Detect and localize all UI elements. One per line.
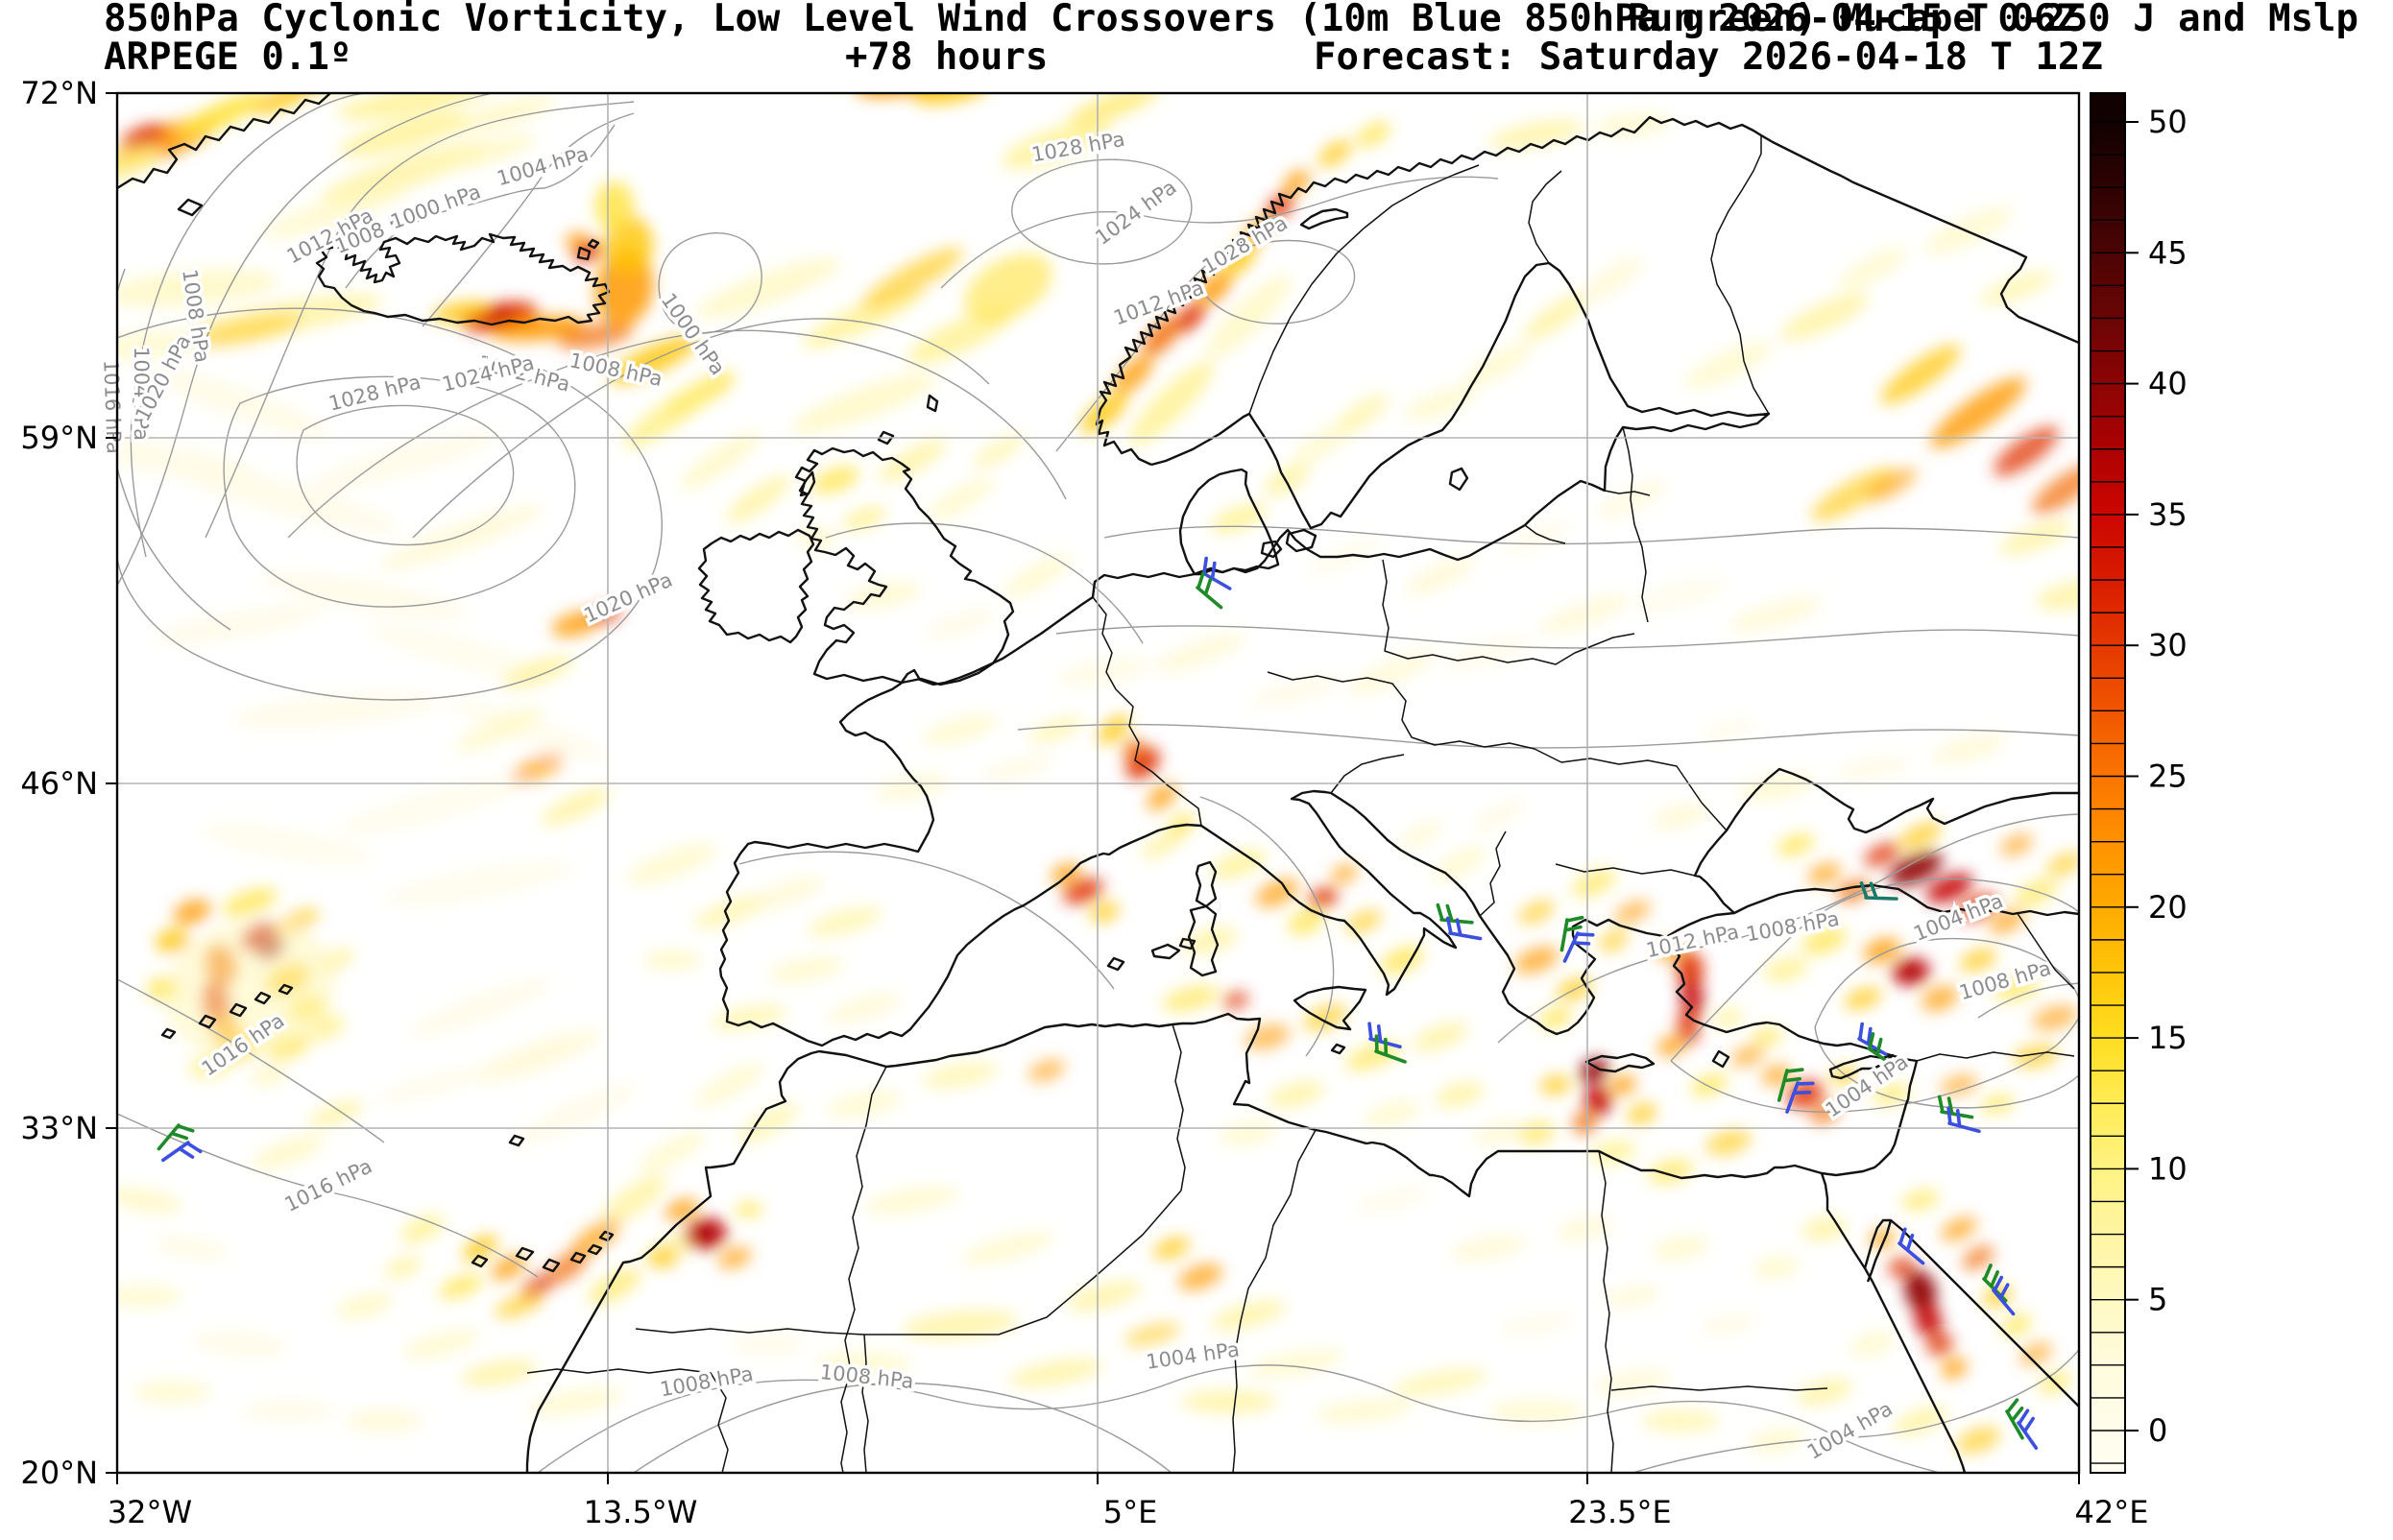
pressure-contour-label: 1004 hPa — [130, 347, 153, 441]
colorbar-tick-label: 50 — [2148, 104, 2188, 140]
pressure-contour-label: 1016 hPa — [99, 359, 125, 454]
colorbar-tick-label: 25 — [2148, 758, 2188, 795]
forecast-valid-label: Forecast: Saturday 2026-04-18 T 12Z — [1314, 36, 2103, 79]
lat-tick-label: 46°N — [20, 765, 98, 802]
lat-tick-label: 59°N — [20, 420, 98, 456]
colorbar-ticks: 0 5 10 15 20 25 30 35 40 45 50 — [2125, 104, 2188, 1449]
colorbar-tick-label: 30 — [2148, 627, 2188, 663]
colorbar-tick-label: 0 — [2148, 1412, 2167, 1449]
wind-barb-850hpa — [1374, 1034, 1407, 1064]
wind-barb-10m — [1857, 1022, 1888, 1056]
colorbar-tick-label: 40 — [2148, 366, 2188, 402]
pressure-contour-label: 1024 hPa — [1091, 176, 1180, 250]
colorbar-tick-label: 15 — [2148, 1020, 2188, 1056]
vorticity-field — [117, 93, 2079, 1454]
wind-barb-10m — [1785, 1081, 1815, 1114]
colorbar-tick-label: 45 — [2148, 234, 2188, 271]
lead-time-label: +78 hours — [845, 36, 1049, 79]
wind-barb-10m — [1897, 1227, 1925, 1265]
wind-barb-10m — [2017, 1408, 2039, 1451]
colorbar-segment-lines — [2091, 121, 2125, 1464]
wind-barb-850hpa — [157, 1123, 195, 1151]
pressure-contour-label: 1004 hPa — [1910, 889, 2006, 946]
chart-title: 850hPa Cyclonic Vorticity, Low Level Win… — [104, 0, 2358, 40]
colorbar: 0 5 10 15 20 25 30 35 40 45 50 — [2090, 92, 2188, 1474]
graticule — [117, 93, 2079, 1473]
colorbar-tick-label: 35 — [2148, 496, 2188, 533]
wind-barb-850hpa — [1559, 915, 1584, 952]
lat-tick-label: 33°N — [20, 1110, 98, 1146]
lat-tick-label: 20°N — [20, 1455, 98, 1491]
lon-tick-label: 42°E — [2075, 1494, 2149, 1530]
colorbar-tick-label: 10 — [2148, 1150, 2188, 1187]
lon-tick-label: 5°E — [1103, 1494, 1158, 1530]
country-borders — [526, 135, 2075, 1473]
wind-barb-850hpa — [1196, 571, 1223, 610]
wind-barb-10m — [1201, 556, 1232, 590]
colorbar-frame — [2090, 92, 2126, 1474]
pressure-contour-label: 1004 hPa — [1803, 1397, 1897, 1464]
wind-barb-850hpa — [1436, 902, 1474, 925]
pressure-contour-label: 1016 hPa — [281, 1154, 376, 1216]
wind-barbs — [157, 556, 2039, 1451]
pressure-contour-label: 1020 hPa — [580, 568, 675, 628]
axis-tick-labels: 72°N 59°N 46°N 33°N 20°N 32°W 13.5°W 5°E 23.5°E 4… — [20, 75, 2148, 1530]
wind-barb-10m — [1445, 916, 1483, 941]
wind-barb-850hpa — [1859, 881, 1898, 901]
wind-barb-850hpa — [1777, 1068, 1804, 1102]
colorbar-tick-label: 20 — [2148, 889, 2188, 926]
wind-barb-850hpa — [1867, 1032, 1897, 1069]
wind-barb-10m — [160, 1141, 203, 1163]
lon-tick-label: 32°W — [108, 1494, 192, 1530]
lon-tick-label: 23.5°E — [1568, 1494, 1671, 1530]
model-name-label: ARPEGE 0.1º — [104, 36, 352, 79]
colorbar-tick-label: 5 — [2148, 1282, 2167, 1318]
wind-barb-10m — [1992, 1275, 2016, 1316]
wind-barb-850hpa — [1937, 1095, 1974, 1119]
wind-barb-10m — [1946, 1106, 1981, 1134]
model-run-label: Run 2026-04-15 T 06Z — [1628, 0, 2079, 40]
lon-tick-label: 13.5°W — [584, 1494, 698, 1530]
wind-barb-10m — [1562, 931, 1595, 963]
pressure-contour-label: 1008 hPa — [658, 1362, 755, 1402]
wind-barb-850hpa — [2005, 1398, 2024, 1440]
colorbar-gradient — [2091, 93, 2125, 1473]
coastlines — [117, 93, 2079, 1473]
lat-tick-label: 72°N — [20, 75, 98, 111]
